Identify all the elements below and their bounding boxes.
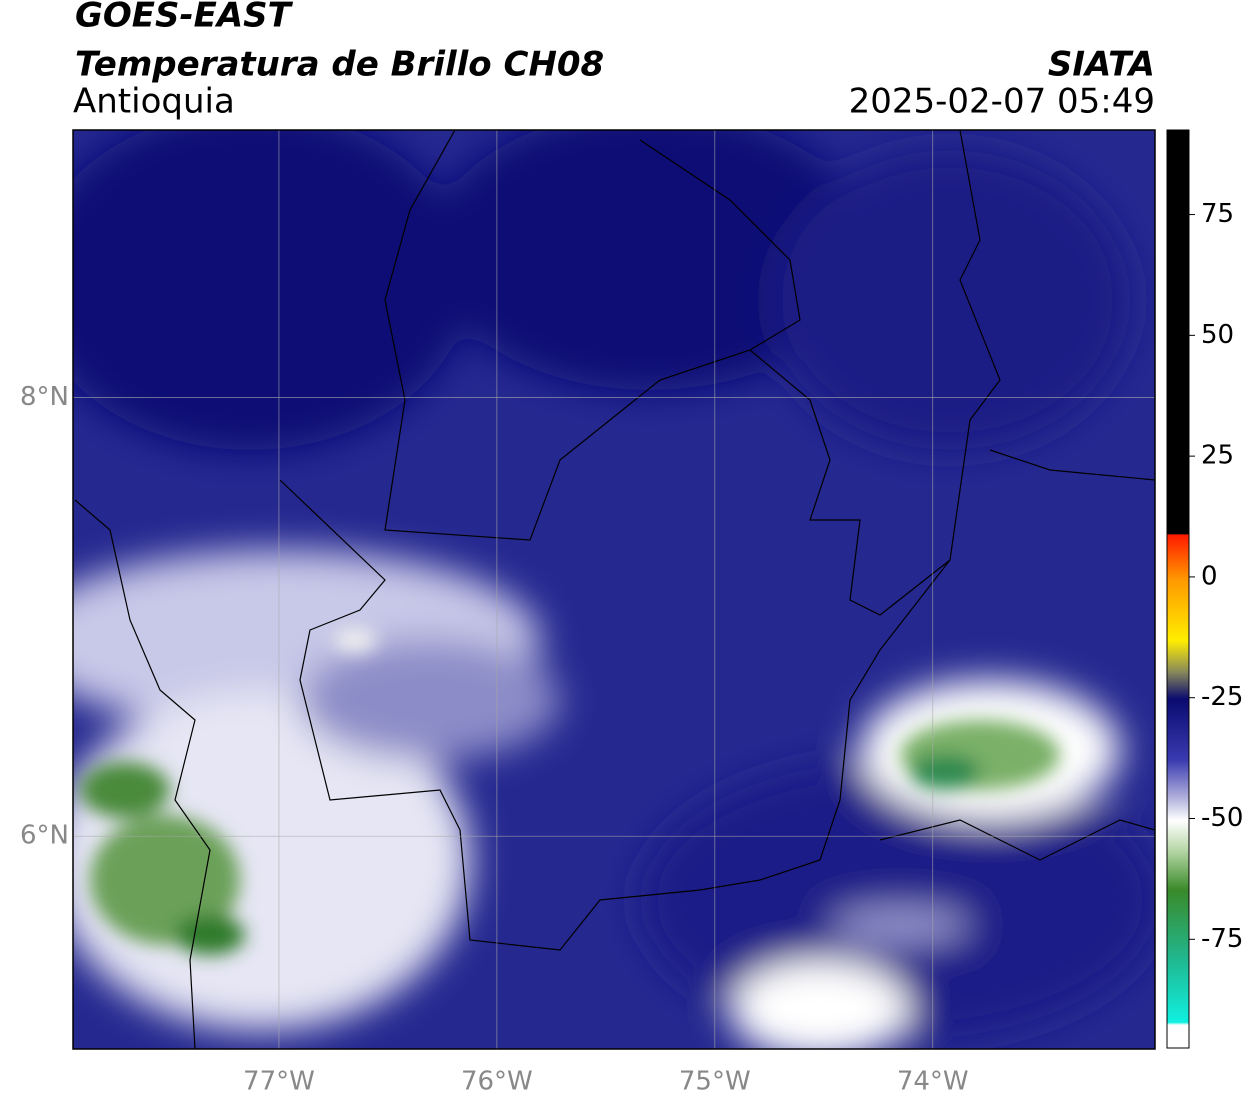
source-label: SIATA <box>1048 45 1155 85</box>
map-frame <box>72 129 1156 1050</box>
colorbar-tick-label: 75 <box>1201 199 1234 229</box>
lon-tick-label: 77°W <box>243 1067 315 1097</box>
datetime-label: 2025-02-07 05:49 <box>849 82 1155 122</box>
lat-tick-label: 8°N <box>20 382 69 412</box>
graticule <box>73 130 1155 1049</box>
colorbar-tick-label: 50 <box>1201 320 1234 350</box>
colorbar-tick-label: -50 <box>1201 803 1243 833</box>
product-title: GOES-EAST <box>75 0 294 36</box>
lon-tick-label: 76°W <box>461 1067 533 1097</box>
lon-tick-label: 74°W <box>897 1067 969 1097</box>
colorbar-tick-label: 25 <box>1201 441 1234 471</box>
satellite-image <box>73 130 1155 1049</box>
region-label: Antioquia <box>73 82 235 122</box>
colorbar-tick-label: 0 <box>1201 561 1218 591</box>
colorbar <box>1166 129 1190 1049</box>
colorbar-tick-label: -25 <box>1201 682 1243 712</box>
colorbar-tick-label: -75 <box>1201 924 1243 954</box>
lat-tick-label: 6°N <box>20 821 69 851</box>
chart-title: Temperatura de Brillo CH08 <box>75 45 604 85</box>
lon-tick-label: 75°W <box>679 1067 751 1097</box>
